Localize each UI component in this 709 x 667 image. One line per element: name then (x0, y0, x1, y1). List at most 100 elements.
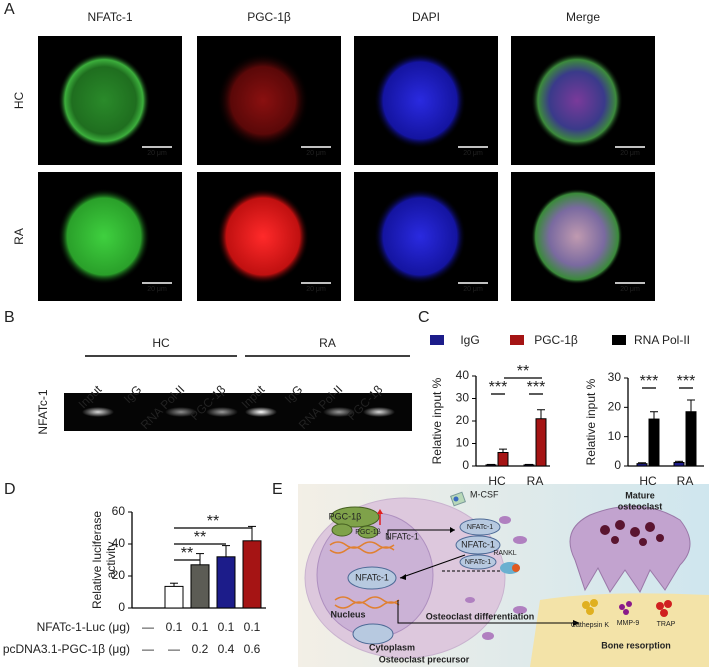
bone (530, 593, 709, 667)
y-tick-label: 20 (456, 413, 470, 427)
row-label: RA (12, 228, 26, 245)
diagram-label: MMP-9 (617, 620, 640, 627)
bar (190, 564, 210, 609)
x-tick-label: HC (488, 474, 506, 488)
scale-bar-label: 20 μm (147, 286, 167, 293)
sig-label: ** (207, 513, 219, 530)
scale-bar-label: 20 μm (306, 150, 326, 157)
bar (648, 418, 660, 467)
group-label: RA (319, 336, 336, 350)
y-axis-label: Relative input % (584, 378, 598, 465)
bar (485, 464, 497, 467)
panel-e-art (298, 484, 709, 667)
x-tick-label: HC (639, 474, 657, 488)
bar (523, 464, 535, 467)
cell-signal (531, 52, 623, 149)
sig-label: *** (489, 379, 508, 396)
column-title: DAPI (412, 10, 440, 24)
bar (636, 463, 648, 467)
panel-label: A (4, 1, 15, 18)
y-axis-label: Relative luciferase (90, 511, 104, 609)
y-tick-label: 30 (456, 391, 470, 405)
legend-label: RNA Pol-II (634, 333, 690, 347)
diagram-label: Osteoclast precursor (379, 654, 470, 664)
y-tick-label: 10 (608, 429, 622, 443)
sig-label: *** (640, 373, 659, 390)
cell-signal (374, 52, 466, 149)
legend-label: IgG (460, 333, 479, 347)
cell-signal (531, 188, 623, 285)
diagram-label: Nucleus (330, 609, 365, 619)
sig-label: ** (194, 529, 206, 546)
y-tick-label: 20 (112, 568, 126, 582)
mature-osteoclast (569, 505, 691, 594)
row-label: HC (12, 92, 26, 110)
legend-swatch (510, 335, 524, 345)
bar (497, 452, 509, 467)
x-row-value: — (142, 620, 154, 634)
bar (242, 540, 262, 609)
legend-label: PGC-1β (534, 333, 578, 347)
column-title: Merge (566, 10, 600, 24)
x-row-label: pcDNA3.1-PGC-1β (μg) (3, 642, 130, 656)
scale-bar-label: 20 μm (147, 150, 167, 157)
diagram-label: Cathepsin K (571, 622, 609, 629)
bar (216, 556, 236, 609)
scale-bar-label: 20 μm (306, 286, 326, 293)
band (165, 407, 197, 417)
column-title: NFATc-1 (87, 10, 132, 24)
band (245, 407, 277, 417)
diagram-label: Osteoclast differentiation (426, 611, 535, 621)
band (363, 407, 395, 417)
panel-label: B (4, 309, 15, 326)
cell-signal (217, 188, 309, 285)
x-row-value: 0.1 (192, 620, 209, 634)
diagram-label: PGC-1β (355, 529, 380, 536)
legend-swatch (430, 335, 444, 345)
bar (685, 411, 697, 467)
y-tick-label: 0 (462, 458, 469, 472)
band (323, 407, 355, 417)
diagram-label: M-CSF (470, 489, 499, 499)
bar (535, 418, 547, 467)
scale-bar-label: 20 μm (463, 286, 483, 293)
diagram-label: NFATc-1 (385, 531, 419, 541)
x-row-value: — (142, 642, 154, 656)
diagram-label: osteoclast (618, 501, 663, 511)
cell-signal (374, 188, 466, 285)
diagram-label: NFATc-1 (465, 559, 491, 566)
x-row-value: 0.1 (244, 620, 261, 634)
bar (164, 585, 184, 609)
scale-bar-label: 20 μm (463, 150, 483, 157)
diagram-label: Cytoplasm (369, 642, 415, 652)
panel-label: D (4, 481, 16, 498)
diagram-label: Bone resorption (601, 640, 671, 650)
y-tick-label: 0 (118, 600, 125, 614)
pgc-blob (330, 506, 380, 528)
diagram-label: RANKL (493, 550, 516, 557)
x-row-value: — (168, 642, 180, 656)
diagram-label: NFATc-1 (355, 572, 389, 582)
y-tick-label: 60 (112, 504, 126, 518)
y-axis-label: activity (104, 542, 118, 579)
row-label: NFATc-1 (36, 389, 50, 434)
y-tick-label: 0 (614, 458, 621, 472)
diagram-label: NFATc-1 (461, 539, 495, 549)
bar (673, 461, 685, 467)
scale-bar-label: 20 μm (620, 150, 640, 157)
y-tick-label: 10 (456, 436, 470, 450)
cell-signal (58, 52, 150, 149)
sig-label: *** (677, 373, 696, 390)
x-row-label: NFATc-1-Luc (μg) (37, 620, 130, 634)
column-title: PGC-1β (247, 10, 291, 24)
group-label: HC (152, 336, 170, 350)
y-axis-label: Relative input % (430, 377, 444, 464)
x-row-value: 0.4 (218, 642, 235, 656)
cell-signal (58, 188, 150, 285)
sig-label: ** (181, 545, 193, 562)
x-row-value: 0.1 (166, 620, 183, 634)
sig-label: ** (517, 363, 529, 380)
diagram-label: NFATc-1 (467, 524, 493, 531)
sig-label: *** (527, 379, 546, 396)
